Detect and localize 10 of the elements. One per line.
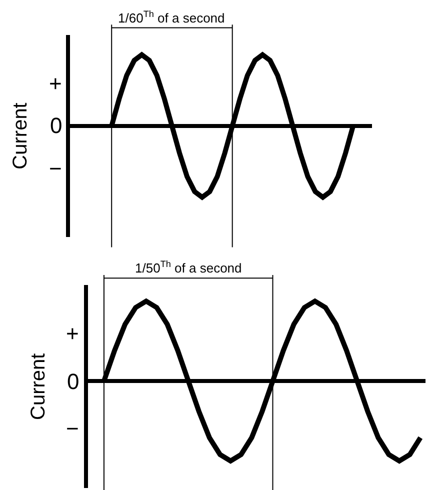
text: 1/50$^{Th}$ of a second [135,259,242,276]
text: 0 [67,369,80,394]
y-axis-title: Current [28,352,50,420]
text: + [66,321,79,346]
text: − [49,156,62,181]
text: 1/60$^{Th}$ of a second [118,9,225,26]
y-axis-title: Current [10,102,32,170]
text: 0 [50,113,62,138]
text: − [66,416,79,441]
text: + [49,71,62,96]
